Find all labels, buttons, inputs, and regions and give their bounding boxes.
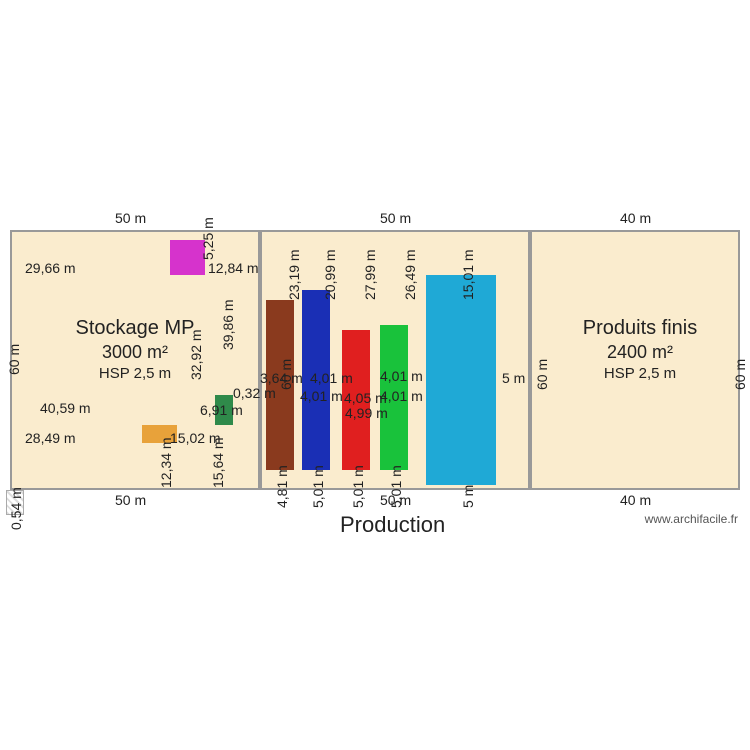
dim-label-18: 4,01 m: [310, 370, 353, 386]
watermark: www.archifacile.fr: [645, 512, 738, 526]
dim-label-22: 4,01 m: [380, 368, 423, 384]
finis-hsp: HSP 2,5 m: [550, 364, 730, 384]
finis-area: 2400 m²: [550, 341, 730, 364]
dim-label-19: 4,01 m: [300, 388, 343, 404]
dim-label-3: 39,86 m: [220, 299, 236, 350]
dim-label-28: 5 m: [460, 485, 476, 508]
dim-left-finis: 60 m: [534, 359, 550, 390]
dim-label-23: 4,01 m: [380, 388, 423, 404]
production-title: Production: [340, 512, 445, 538]
dim-label-12: 23,19 m: [286, 249, 302, 300]
dim-bot-finis: 40 m: [620, 492, 651, 508]
dim-label-29: 5 m: [502, 370, 525, 386]
dim-label-30: 60 m: [278, 359, 294, 390]
floor-plan: Stockage MP 3000 m² HSP 2,5 m Produits f…: [10, 230, 740, 520]
block-cyan: [426, 275, 496, 485]
dim-bot-stockage: 50 m: [115, 492, 146, 508]
dim-label-24: 4,81 m: [274, 465, 290, 508]
dim-top-finis: 40 m: [620, 210, 651, 226]
stockage-hsp: HSP 2,5 m: [30, 364, 240, 384]
dim-label-9: 12,34 m: [158, 437, 174, 488]
dim-label-16: 15,01 m: [460, 249, 476, 300]
dim-label-15: 26,49 m: [402, 249, 418, 300]
stockage-area: 3000 m²: [30, 341, 240, 364]
dim-label-11: 0,32 m: [233, 385, 276, 401]
dim-label-6: 28,49 m: [25, 430, 76, 446]
dim-top-stockage: 50 m: [115, 210, 146, 226]
dim-label-10: 15,64 m: [210, 437, 226, 488]
finis-title: Produits finis: [583, 317, 698, 339]
dim-left-stockage: 60 m: [6, 344, 22, 375]
dim-label-31: 0,54 m: [8, 487, 24, 530]
dim-label-25: 5,01 m: [310, 465, 326, 508]
dim-label-7: 6,91 m: [200, 402, 243, 418]
zone-finis-label: Produits finis 2400 m² HSP 2,5 m: [550, 315, 730, 384]
dim-label-27: 5,01 m: [388, 465, 404, 508]
dim-right-finis: 60 m: [732, 359, 748, 390]
stockage-title: Stockage MP: [76, 317, 195, 339]
dim-top-production: 50 m: [380, 210, 411, 226]
dim-label-2: 5,25 m: [200, 217, 216, 260]
dim-label-4: 32,92 m: [188, 329, 204, 380]
dim-label-0: 29,66 m: [25, 260, 76, 276]
dim-label-1: 12,84 m: [208, 260, 259, 276]
dim-label-5: 40,59 m: [40, 400, 91, 416]
dim-label-14: 27,99 m: [362, 249, 378, 300]
dim-label-21: 4,99 m: [345, 405, 388, 421]
dim-label-26: 5,01 m: [350, 465, 366, 508]
zone-stockage-label: Stockage MP 3000 m² HSP 2,5 m: [30, 315, 240, 384]
dim-label-13: 20,99 m: [322, 249, 338, 300]
